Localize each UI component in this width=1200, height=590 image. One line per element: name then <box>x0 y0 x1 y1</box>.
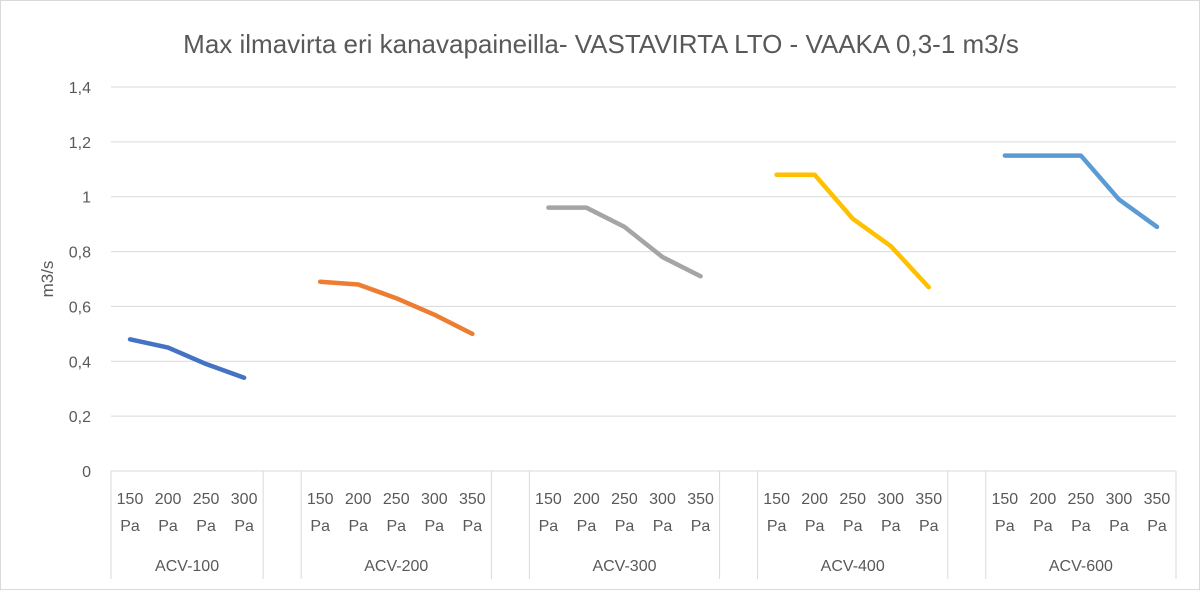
x-tick-label: 350 <box>459 491 486 508</box>
x-tick-label: 150 <box>991 491 1018 508</box>
x-tick-unit-label: Pa <box>463 518 483 535</box>
series-lines <box>127 153 1160 380</box>
y-tick-label: 1,2 <box>69 135 91 152</box>
series-line-acv-100 <box>127 337 247 380</box>
x-tick-unit-label: Pa <box>1147 518 1167 535</box>
x-tick-unit-label: Pa <box>881 518 901 535</box>
x-group-label: ACV-300 <box>592 558 656 575</box>
x-tick-unit-label: Pa <box>539 518 559 535</box>
x-tick-unit-label: Pa <box>425 518 445 535</box>
series-line-acv-300 <box>546 205 703 279</box>
y-tick-label: 0,8 <box>69 245 91 262</box>
x-tick-label: 200 <box>155 491 182 508</box>
x-tick-label: 300 <box>231 491 258 508</box>
x-group-label: ACV-400 <box>821 558 885 575</box>
y-tick-label: 0,6 <box>69 299 91 316</box>
y-tick-label: 1,4 <box>69 80 91 97</box>
x-tick-label: 200 <box>573 491 600 508</box>
y-tick-label: 0,4 <box>69 354 91 371</box>
x-tick-label: 250 <box>193 491 220 508</box>
x-tick-label: 150 <box>535 491 562 508</box>
x-tick-label: 300 <box>1106 491 1133 508</box>
x-tick-unit-label: Pa <box>615 518 635 535</box>
x-tick-label: 200 <box>345 491 372 508</box>
gridlines <box>111 86 1176 417</box>
x-tick-unit-label: Pa <box>653 518 673 535</box>
y-axis-ticks: 0 0,2 0,4 0,6 0,8 1 1,2 1,4 <box>69 80 91 481</box>
x-tick-unit-label: Pa <box>348 518 368 535</box>
x-tick-unit-label: Pa <box>120 518 140 535</box>
chart-title: Max ilmavirta eri kanavapaineilla- VASTA… <box>183 29 1019 59</box>
x-tick-label: 350 <box>1144 491 1171 508</box>
y-axis-label: m3/s <box>38 261 57 298</box>
x-tick-unit-label: Pa <box>310 518 330 535</box>
x-axis: 150 Pa 200 Pa 250 Pa 300 Pa ACV-100 150 Pa 200 Pa 250… <box>110 470 1177 579</box>
x-tick-unit-label: Pa <box>691 518 711 535</box>
x-tick-unit-label: Pa <box>386 518 406 535</box>
x-tick-unit-label: Pa <box>158 518 178 535</box>
x-group-label: ACV-100 <box>155 558 219 575</box>
x-tick-label: 300 <box>877 491 904 508</box>
x-tick-unit-label: Pa <box>1109 518 1129 535</box>
y-tick-label: 1 <box>82 190 91 207</box>
x-tick-label: 250 <box>839 491 866 508</box>
x-tick-label: 150 <box>763 491 790 508</box>
x-tick-unit-label: Pa <box>234 518 254 535</box>
x-tick-label: 300 <box>649 491 676 508</box>
x-tick-label: 350 <box>687 491 714 508</box>
x-tick-unit-label: Pa <box>1033 518 1053 535</box>
x-tick-unit-label: Pa <box>1071 518 1091 535</box>
y-tick-label: 0,2 <box>69 409 91 426</box>
x-tick-unit-label: Pa <box>767 518 787 535</box>
x-tick-label: 250 <box>383 491 410 508</box>
series-line-acv-400 <box>774 172 932 290</box>
series-line-acv-200 <box>317 279 475 337</box>
x-tick-unit-label: Pa <box>577 518 597 535</box>
x-group-label: ACV-600 <box>1049 558 1113 575</box>
x-tick-unit-label: Pa <box>919 518 939 535</box>
y-tick-label: 0 <box>82 464 91 481</box>
x-tick-label: 300 <box>421 491 448 508</box>
x-tick-label: 250 <box>1068 491 1095 508</box>
x-tick-label: 200 <box>801 491 828 508</box>
x-tick-label: 150 <box>117 491 144 508</box>
x-group-label: ACV-200 <box>364 558 428 575</box>
series-line-acv-600 <box>1002 153 1160 230</box>
x-tick-unit-label: Pa <box>196 518 216 535</box>
x-tick-label: 200 <box>1030 491 1057 508</box>
x-tick-unit-label: Pa <box>843 518 863 535</box>
x-tick-unit-label: Pa <box>805 518 825 535</box>
x-tick-label: 250 <box>611 491 638 508</box>
x-tick-label: 350 <box>915 491 942 508</box>
x-tick-label: 150 <box>307 491 334 508</box>
x-tick-unit-label: Pa <box>995 518 1015 535</box>
